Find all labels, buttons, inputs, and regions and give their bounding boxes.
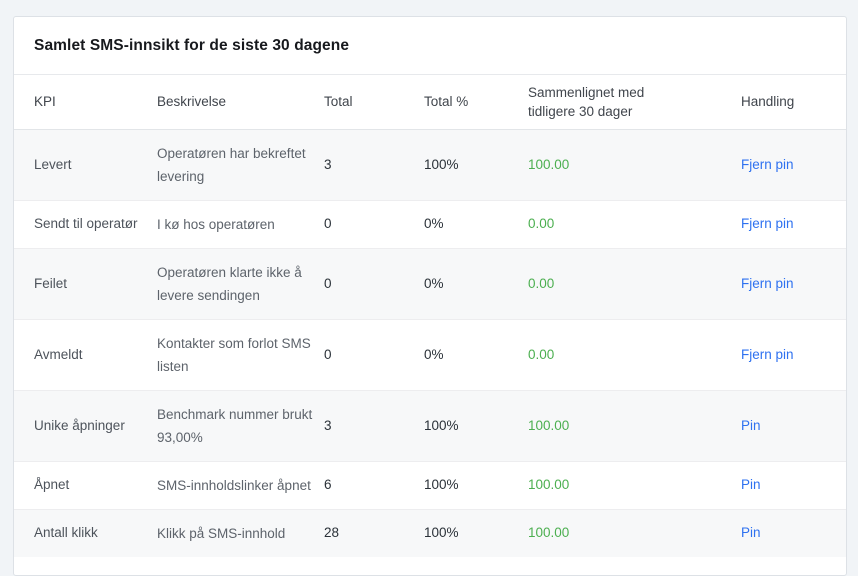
table-row-unike-apninger: Unike åpninger Benchmark nummer brukt 93…: [14, 390, 846, 461]
sms-insight-card: Samlet SMS-innsikt for de siste 30 dagen…: [13, 16, 847, 576]
total-value: 0: [324, 216, 332, 231]
kpi-description: Klikk på SMS-innhold: [157, 525, 286, 541]
total-pct-value: 0%: [424, 275, 444, 291]
table-row-levert: Levert Operatøren har bekreftet levering…: [14, 129, 846, 200]
compared-value: 100.00: [528, 477, 570, 492]
pin-toggle-link[interactable]: Fjern pin: [741, 216, 794, 231]
total-pct-value: 100%: [424, 525, 459, 540]
pin-toggle-link[interactable]: Pin: [741, 525, 761, 540]
total-value: 0: [324, 275, 332, 291]
kpi-label: Avmeldt: [34, 346, 83, 362]
column-header-compared: Sammenlignet med tidligere 30 dager: [528, 75, 741, 130]
kpi-label: Levert: [34, 156, 72, 172]
total-value: 6: [324, 477, 332, 492]
table-row-antall-klikk: Antall klikk Klikk på SMS-innhold 28 100…: [14, 509, 846, 557]
total-value: 3: [324, 417, 332, 433]
column-header-total-pct: Total %: [424, 75, 528, 130]
sms-kpi-table: KPI Beskrivelse Total Total % Sammenlign…: [14, 75, 846, 557]
table-row-avmeldt: Avmeldt Kontakter som forlot SMS listen …: [14, 319, 846, 390]
column-header-kpi: KPI: [14, 75, 157, 130]
total-pct-value: 100%: [424, 156, 459, 172]
table-header-row: KPI Beskrivelse Total Total % Sammenlign…: [14, 75, 846, 130]
total-value: 3: [324, 156, 332, 172]
column-header-action: Handling: [741, 75, 846, 130]
kpi-description: Benchmark nummer brukt 93,00%: [157, 406, 313, 445]
kpi-description: Operatøren klarte ikke å levere sendinge…: [157, 264, 302, 303]
compared-value: 0.00: [528, 275, 555, 291]
pin-toggle-link[interactable]: Fjern pin: [741, 275, 794, 291]
kpi-label: Antall klikk: [34, 525, 98, 540]
table-row-feilet: Feilet Operatøren klarte ikke å levere s…: [14, 248, 846, 319]
total-pct-value: 0%: [424, 216, 444, 231]
total-pct-value: 100%: [424, 477, 459, 492]
kpi-label: Feilet: [34, 275, 68, 291]
kpi-description: SMS-innholdslinker åpnet: [157, 477, 311, 493]
kpi-description: Kontakter som forlot SMS listen: [157, 335, 311, 374]
kpi-description: I kø hos operatøren: [157, 216, 275, 232]
table-row-apnet: Åpnet SMS-innholdslinker åpnet 6 100% 10…: [14, 461, 846, 509]
column-header-total: Total: [324, 75, 424, 130]
compared-value: 100.00: [528, 156, 570, 172]
pin-toggle-link[interactable]: Pin: [741, 477, 761, 492]
total-value: 0: [324, 346, 332, 362]
kpi-label: Åpnet: [34, 477, 70, 492]
pin-toggle-link[interactable]: Fjern pin: [741, 346, 794, 362]
kpi-label: Unike åpninger: [34, 417, 125, 433]
kpi-description: Operatøren har bekreftet levering: [157, 145, 306, 184]
total-pct-value: 100%: [424, 417, 459, 433]
compared-value: 100.00: [528, 525, 570, 540]
compared-value: 0.00: [528, 216, 555, 231]
compared-value: 100.00: [528, 417, 570, 433]
column-header-description: Beskrivelse: [157, 75, 324, 130]
kpi-label: Sendt til operatør: [34, 216, 138, 231]
pin-toggle-link[interactable]: Fjern pin: [741, 156, 794, 172]
total-pct-value: 0%: [424, 346, 444, 362]
table-row-sendt-til-operator: Sendt til operatør I kø hos operatøren 0…: [14, 200, 846, 248]
pin-toggle-link[interactable]: Pin: [741, 417, 761, 433]
card-title: Samlet SMS-innsikt for de siste 30 dagen…: [14, 17, 846, 75]
compared-value: 0.00: [528, 346, 555, 362]
total-value: 28: [324, 525, 340, 540]
